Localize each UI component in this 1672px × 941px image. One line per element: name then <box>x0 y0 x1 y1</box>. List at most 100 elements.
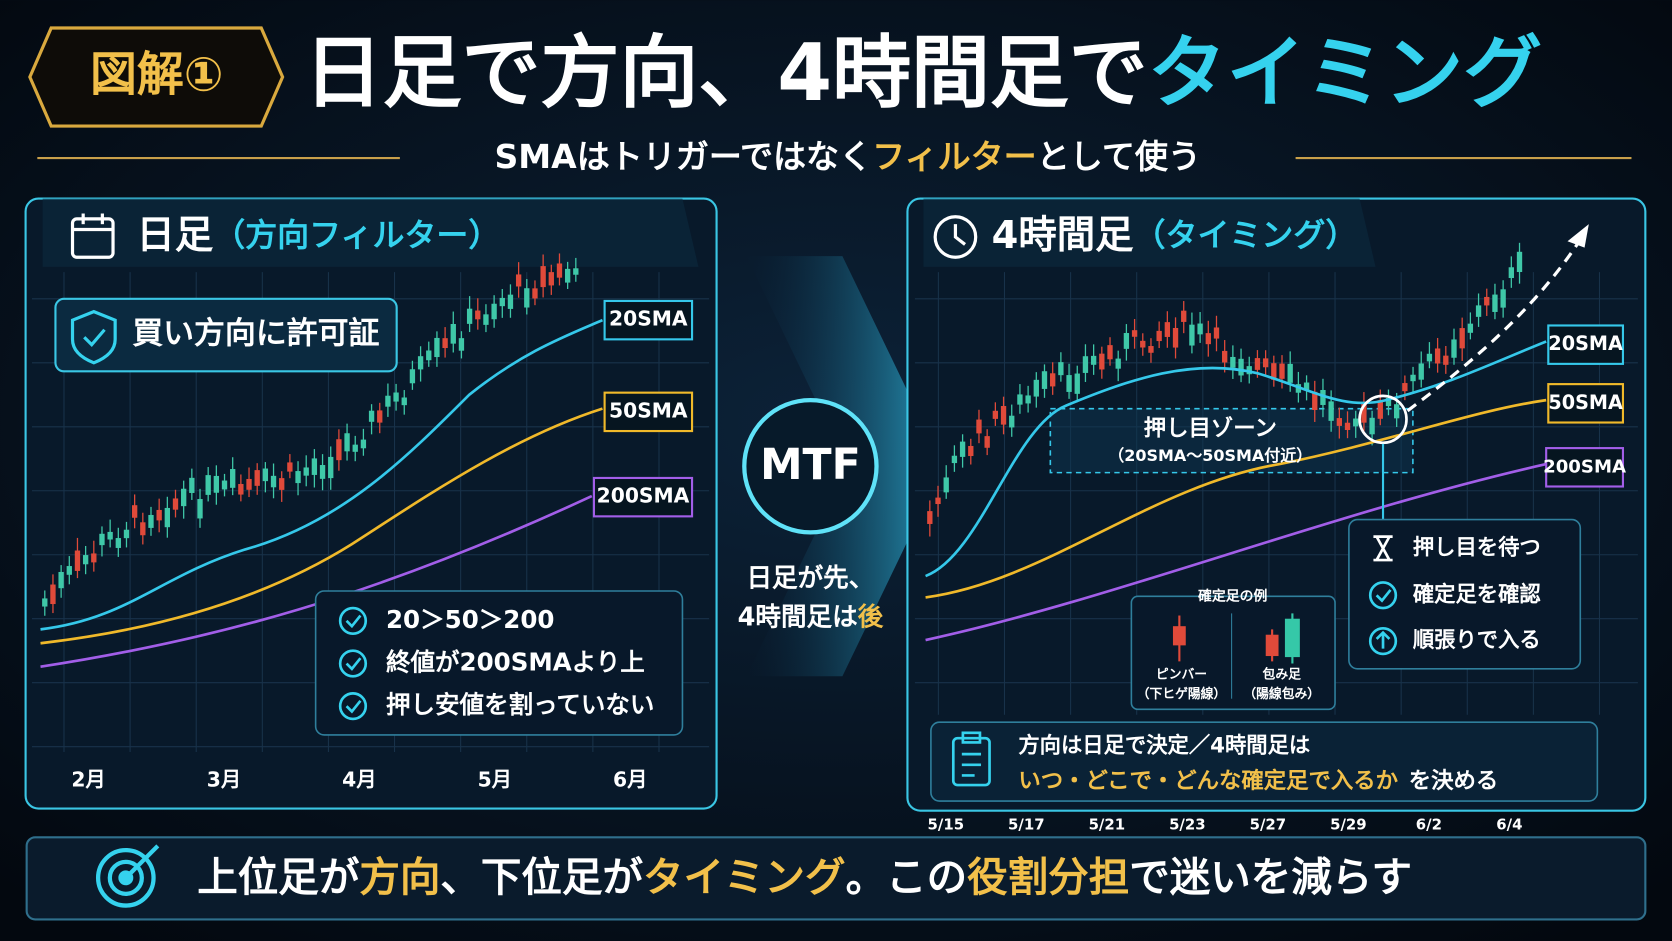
candle-body <box>1500 289 1506 308</box>
left-panel: 日足（方向フィルター） 買い方向に許可証 20SMA 50SMA 200SMA … <box>24 197 718 810</box>
zone <box>1049 407 1414 474</box>
candle-body <box>1434 348 1441 364</box>
panel-header <box>923 198 1376 267</box>
check-icon <box>338 692 368 721</box>
candle-body <box>344 433 350 452</box>
candle-body <box>417 356 424 370</box>
candle-body <box>156 509 162 521</box>
panel-header <box>42 198 699 267</box>
panel-title: 日足（方向フィルター） <box>136 212 500 257</box>
engulfing <box>1265 613 1300 664</box>
candle-body <box>548 272 554 286</box>
candle-body <box>1172 327 1179 348</box>
candle-body <box>287 462 293 472</box>
clipboard-icon <box>951 731 991 787</box>
candle-body <box>1181 310 1187 322</box>
candle-body <box>1164 322 1171 337</box>
sma-line <box>40 318 603 631</box>
candle-body <box>279 478 285 490</box>
candle-body <box>336 439 342 461</box>
example-name: 包み足 <box>1262 667 1302 683</box>
candle-body <box>1385 397 1392 407</box>
candle-body <box>1344 422 1351 430</box>
candle-body <box>107 531 113 540</box>
candle-body <box>1508 267 1514 279</box>
candle-body <box>1009 415 1015 428</box>
candle-body <box>123 529 130 539</box>
candle-body <box>1287 363 1293 383</box>
x-label: 6/2 <box>1416 816 1442 834</box>
sma-label: 50SMA <box>1548 391 1623 414</box>
candle-body <box>1492 294 1498 312</box>
sma-line <box>925 398 1547 599</box>
example-box <box>1130 595 1336 711</box>
candle-body <box>1017 394 1023 405</box>
candle-body <box>368 410 375 422</box>
candle-body <box>50 584 56 605</box>
candle-body <box>246 478 252 490</box>
clock-icon <box>933 215 978 259</box>
center-note: 日足が先、 <box>746 562 874 593</box>
subtitle: SMAはトリガーではなくフィルターとして使う <box>494 137 1201 176</box>
candle-body <box>935 497 941 505</box>
candle-body <box>1254 358 1261 370</box>
candle-body <box>1000 406 1007 425</box>
candle-body <box>311 458 318 475</box>
x-label: 5/17 <box>1008 816 1045 834</box>
candle-body <box>1451 339 1457 358</box>
candle-body <box>1189 324 1195 346</box>
zone-label: 押し目ゾーン <box>1144 415 1277 441</box>
candle-body <box>1418 363 1424 380</box>
candle-body <box>466 308 473 324</box>
sma-tag <box>1547 383 1625 424</box>
right-panel: 4時間足（タイミング） 押し目ゾーン （20SMA〜50SMA付近） 20SMA… <box>906 197 1647 834</box>
candle-body <box>1312 391 1318 410</box>
note-line: いつ・どこで・どんな確定足で入るか を決める <box>1018 766 1498 793</box>
candle-body <box>1516 251 1523 273</box>
x-label: 4月 <box>342 767 376 791</box>
check-mark <box>345 657 362 671</box>
sma-tag <box>592 476 694 518</box>
badge-frame <box>28 26 285 128</box>
check-item: 20＞50＞200 <box>386 605 554 634</box>
candle-body <box>442 338 448 349</box>
candle-body <box>564 268 571 283</box>
candle-body <box>1205 333 1211 345</box>
candle-body <box>1222 350 1228 363</box>
entry-circle <box>1358 394 1408 445</box>
candle-body <box>499 297 505 307</box>
candle-body <box>927 511 933 524</box>
candle-body <box>1230 356 1236 368</box>
check-mark <box>1375 589 1392 603</box>
candle-body <box>221 480 228 490</box>
candle-body <box>131 505 138 518</box>
x-label: 5月 <box>478 767 512 791</box>
candle-body <box>172 498 179 510</box>
note-box <box>930 721 1599 802</box>
arrow-head <box>1567 224 1589 248</box>
example-name: ピンバー <box>1156 668 1207 683</box>
candle-body <box>943 477 949 493</box>
candle-body <box>532 288 538 299</box>
candle-body <box>1262 358 1269 368</box>
candle-body <box>507 294 514 309</box>
candle-body <box>483 314 489 325</box>
mtf-label: MTF <box>760 440 861 490</box>
up-icon <box>1368 626 1398 656</box>
check-item: 終値が200SMAより上 <box>386 648 645 677</box>
candle-body <box>426 350 432 361</box>
sma-line <box>40 407 603 645</box>
x-label: 5/15 <box>928 816 965 834</box>
calendar-icon <box>70 213 115 259</box>
candle-body <box>393 392 399 402</box>
title: 日足で方向、4時間足でタイミング <box>304 28 1542 120</box>
candle-body <box>515 274 522 287</box>
candle-body <box>238 483 244 495</box>
candle-body <box>377 410 383 423</box>
check-icon <box>338 649 368 678</box>
step: 順張りで入る <box>1413 628 1541 653</box>
example-title: 確定足の例 <box>1198 587 1267 604</box>
candle-body <box>1336 418 1343 426</box>
candle-body <box>434 337 440 358</box>
